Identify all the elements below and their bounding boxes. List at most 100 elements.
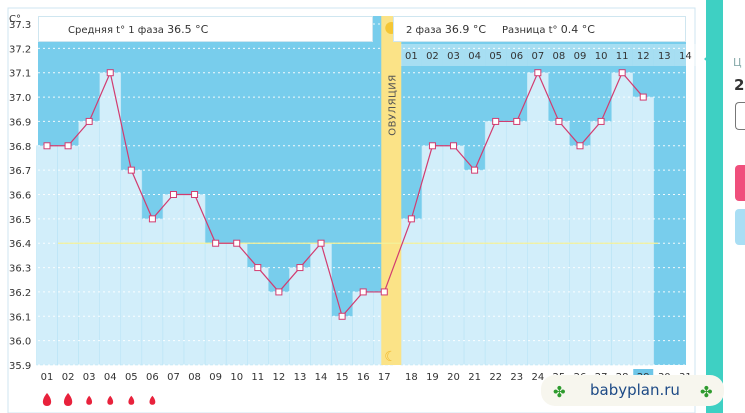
y-tick-label: 36.6 bbox=[9, 191, 31, 202]
phase2-day-label: 01 bbox=[405, 51, 418, 62]
temperature-point bbox=[450, 142, 458, 150]
temperature-bar bbox=[527, 72, 549, 366]
temperature-bar bbox=[268, 291, 290, 366]
chart-plot-border bbox=[7, 7, 696, 413]
temperature-bar bbox=[632, 96, 655, 366]
temperature-bar bbox=[352, 291, 374, 366]
temperature-point bbox=[513, 117, 521, 125]
ovulation-label: ОВУЛЯЦИЯ bbox=[387, 74, 398, 136]
phase2-day-label: 12 bbox=[637, 51, 650, 62]
phase2-day-cell bbox=[653, 44, 675, 66]
phase2-day-cell bbox=[485, 44, 507, 66]
temperature-bar bbox=[204, 242, 227, 366]
phase2-day-cell bbox=[506, 44, 528, 66]
phase2-day-cell bbox=[442, 44, 465, 66]
temperature-point bbox=[576, 142, 584, 150]
temperature-point bbox=[212, 239, 220, 247]
temperature-bar bbox=[183, 194, 206, 366]
phase2-day-label: 14 bbox=[679, 51, 692, 62]
x-tick-label: 21 bbox=[468, 372, 481, 383]
temperature-point bbox=[233, 239, 241, 247]
temperature-point bbox=[338, 312, 346, 320]
temperature-point bbox=[275, 288, 283, 296]
y-tick-label: 36.9 bbox=[9, 117, 31, 128]
moon-icon: ☾ bbox=[384, 349, 397, 365]
blood-drop-icon bbox=[86, 395, 93, 405]
x-tick-label: 17 bbox=[378, 372, 391, 383]
temperature-difference: Разница t° 0.4 °C bbox=[502, 23, 595, 36]
temperature-bar bbox=[442, 145, 465, 366]
clover-icon: ✤ bbox=[700, 383, 713, 401]
side-panel-dot bbox=[740, 0, 745, 9]
temperature-point bbox=[555, 117, 563, 125]
temperature-bar bbox=[247, 267, 269, 366]
temperature-point bbox=[428, 142, 436, 150]
phase2-day-cell bbox=[674, 44, 696, 66]
blood-drop-icon bbox=[128, 395, 135, 405]
x-tick-label: 07 bbox=[167, 372, 180, 383]
phase1-header: Средняя t° 1 фаза 36.5 °C bbox=[38, 16, 373, 42]
phase2-day-cell bbox=[569, 44, 591, 66]
temperature-point bbox=[169, 191, 177, 198]
temperature-bar bbox=[310, 242, 332, 366]
temperature-point bbox=[380, 288, 388, 296]
temperature-bar bbox=[99, 72, 122, 366]
side-panel-label: Ц bbox=[733, 56, 742, 69]
temperature-bar bbox=[57, 145, 79, 366]
ovulation-band: ☾ ОВУЛЯЦИЯ bbox=[381, 16, 402, 365]
phase2-day-cell bbox=[590, 44, 612, 66]
x-tick-label: 11 bbox=[251, 372, 264, 383]
temperature-point bbox=[191, 191, 199, 198]
y-tick-label: 35.9 bbox=[9, 361, 31, 372]
y-tick-labels: 35.9 36.0 36.1 36.2 36.3 36.4 36.5 36.6 36.7 36.8… bbox=[9, 20, 31, 372]
temperature-point bbox=[317, 239, 325, 247]
x-tick-label: 08 bbox=[188, 372, 201, 383]
x-tick-label: 15 bbox=[336, 372, 349, 383]
bleeding-drops bbox=[42, 393, 156, 406]
x-tick-label: 16 bbox=[357, 372, 370, 383]
side-panel-input[interactable] bbox=[735, 102, 745, 130]
y-tick-label: 36.1 bbox=[9, 312, 31, 323]
phase2-day-label: 11 bbox=[616, 51, 629, 62]
blood-drop-icon bbox=[63, 393, 73, 406]
phase2-day-label: 05 bbox=[489, 51, 502, 62]
x-tick-label: 22 bbox=[489, 372, 502, 383]
y-tick-label: 36.3 bbox=[9, 264, 31, 275]
temperature-point bbox=[359, 288, 367, 296]
y-tick-label: 36.4 bbox=[9, 239, 31, 250]
temperature-bar bbox=[225, 242, 248, 366]
phase2-day-label: 07 bbox=[531, 51, 544, 62]
y-tick-label: 36.7 bbox=[9, 166, 31, 177]
y-tick-label: 37.1 bbox=[9, 69, 31, 80]
phase2-day-cell bbox=[400, 44, 422, 66]
phase2-day-label: 09 bbox=[574, 51, 587, 62]
x-tick-label: 09 bbox=[209, 372, 222, 383]
x-tick-label: 12 bbox=[273, 372, 286, 383]
side-panel-pink-button[interactable] bbox=[735, 165, 745, 201]
y-tick-label: 36.8 bbox=[9, 142, 31, 153]
y-tick-label: 37.0 bbox=[9, 93, 31, 104]
side-panel-value: 2 bbox=[734, 76, 745, 94]
phase2-day-label: 10 bbox=[595, 51, 608, 62]
temperature-point bbox=[471, 166, 479, 174]
y-tick-label: 37.3 bbox=[9, 20, 31, 31]
phase2-day-label: 04 bbox=[468, 51, 481, 62]
temperature-bar bbox=[36, 145, 58, 366]
temperature-point bbox=[64, 142, 72, 150]
y-tick-label: 36.2 bbox=[9, 288, 31, 299]
x-tick-label: 23 bbox=[510, 372, 523, 383]
x-tick-label: 06 bbox=[146, 372, 159, 383]
phase2-day-cell bbox=[464, 44, 486, 66]
watermark-badge bbox=[541, 375, 724, 406]
temperature-point bbox=[43, 142, 51, 150]
temperature-point bbox=[85, 117, 93, 125]
side-panel-card bbox=[723, 0, 745, 413]
phase2-day-label: 13 bbox=[658, 51, 671, 62]
temperature-bar bbox=[162, 194, 185, 366]
blood-drop-icon bbox=[149, 395, 156, 405]
phase2-day-label: 06 bbox=[510, 51, 523, 62]
side-panel-blue-button[interactable] bbox=[735, 209, 745, 245]
phase2-day-cell bbox=[548, 44, 570, 66]
phase2-day-cell bbox=[421, 44, 443, 66]
phase2-day-label: 08 bbox=[553, 51, 566, 62]
